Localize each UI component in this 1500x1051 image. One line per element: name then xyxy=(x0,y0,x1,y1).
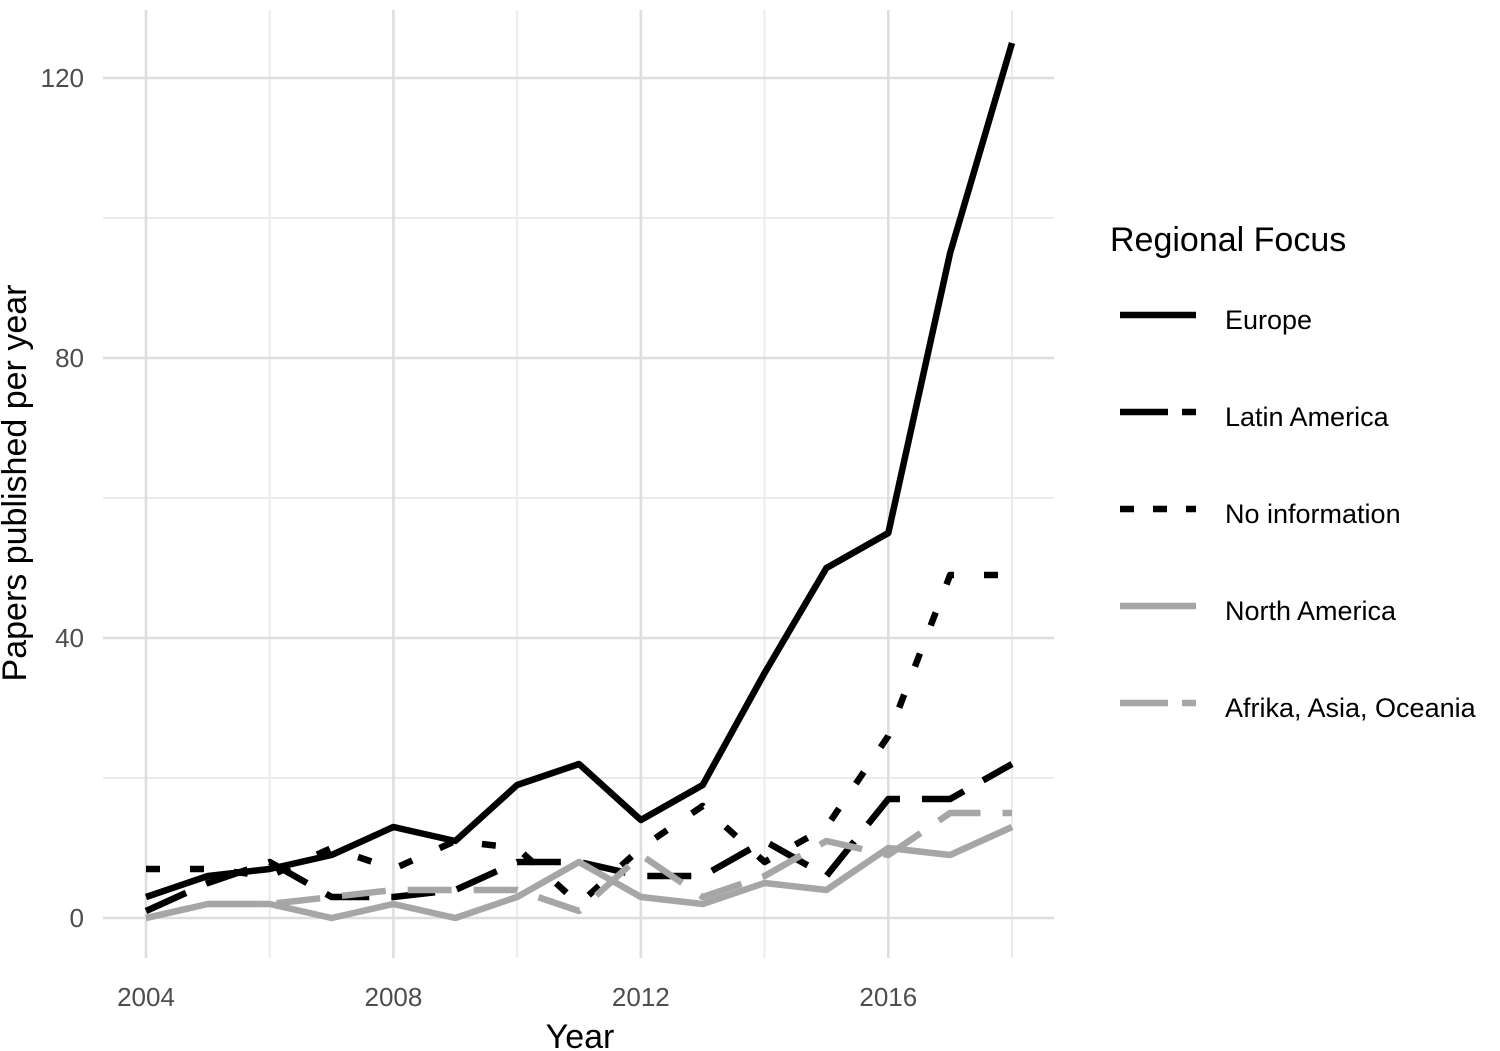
legend-label: North America xyxy=(1225,596,1397,626)
y-tick-label: 80 xyxy=(55,343,84,373)
legend-label: No information xyxy=(1225,499,1401,529)
y-tick-label: 0 xyxy=(70,903,84,933)
series-line-north-america xyxy=(145,824,1014,922)
legend-label: Latin America xyxy=(1225,402,1390,432)
series-line-latin-america xyxy=(144,761,1014,914)
x-tick-label: 2012 xyxy=(612,982,670,1012)
y-tick-label: 120 xyxy=(41,63,84,93)
series-line-afrika-asia-oceania xyxy=(145,809,1012,922)
grid xyxy=(103,10,1054,958)
x-tick-label: 2008 xyxy=(365,982,423,1012)
legend-label: Afrika, Asia, Oceania xyxy=(1225,693,1477,723)
series-line-europe xyxy=(144,42,1016,901)
y-axis-title: Papers published per year xyxy=(0,285,34,682)
x-tick-label: 2016 xyxy=(859,982,917,1012)
legend: Regional Focus Europe Latin America No inf… xyxy=(1110,221,1477,723)
x-axis-title: Year xyxy=(546,1018,615,1051)
legend-label: Europe xyxy=(1225,305,1312,335)
legend-title: Regional Focus xyxy=(1110,221,1346,259)
series-layer xyxy=(144,42,1016,922)
y-tick-label: 40 xyxy=(55,623,84,653)
tick-labels: 0 40 80 120 2004 2008 2012 2016 xyxy=(41,63,918,1012)
x-tick-label: 2004 xyxy=(117,982,175,1012)
